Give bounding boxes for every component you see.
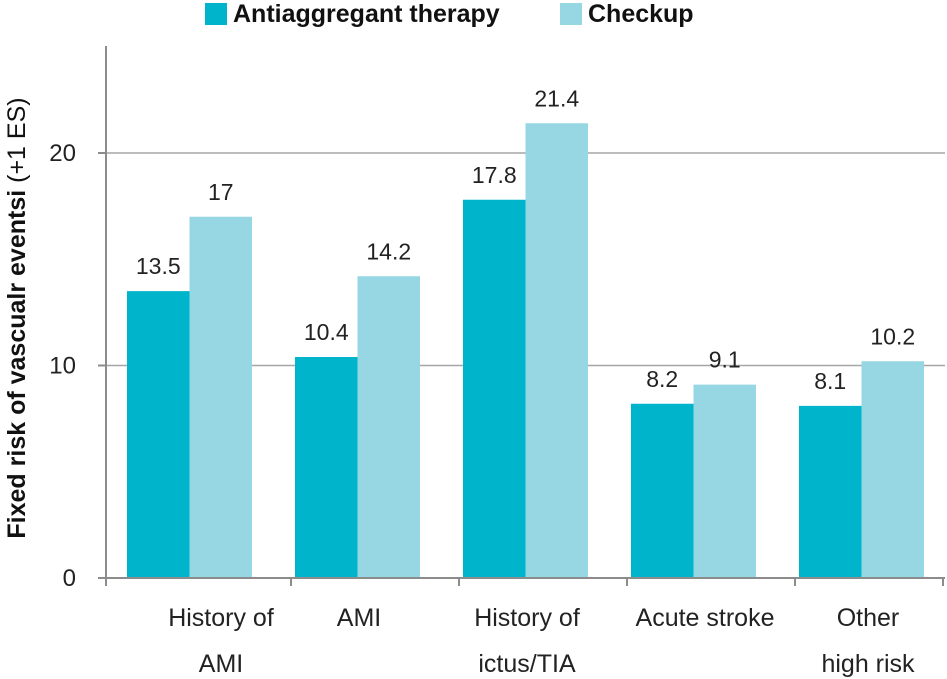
data-labels: 13.5 10.4 17.8 8.2 8.1 17 14.2 21.4 9.1 10.2 <box>136 85 915 394</box>
x-category-label-2-line-0: History of <box>474 604 580 632</box>
bar-series1-0 <box>189 216 252 578</box>
bar-series0-3 <box>631 403 694 578</box>
axes <box>98 46 945 586</box>
data-label-series1-2: 21.4 <box>534 85 579 111</box>
x-category-label-1: AMI <box>337 604 381 632</box>
legend-swatch-antiaggregant-therapy <box>205 3 227 25</box>
y-tick-labels: 0 10 20 <box>49 140 76 592</box>
x-category-label-0-line-1: AMI <box>199 650 243 678</box>
y-axis-title-main: Fixed risk of vascualr eventsi <box>3 190 31 539</box>
y-tick-label-0: 0 <box>63 565 76 592</box>
data-label-series0-4: 8.1 <box>814 368 846 394</box>
bars <box>127 123 924 578</box>
data-label-series0-1: 10.4 <box>304 319 349 345</box>
data-label-series0-0: 13.5 <box>136 253 181 279</box>
x-category-labels: History of AMI AMI History of ictus/TIA Acute… <box>168 604 915 678</box>
x-category-label-3: Acute stroke <box>636 604 775 632</box>
x-category-label-4-line-1: high risk <box>821 650 915 678</box>
legend-label-checkup: Checkup <box>588 0 694 28</box>
data-label-series1-4: 10.2 <box>870 323 915 349</box>
x-category-label-3-line-0: Acute stroke <box>636 604 775 632</box>
data-label-series0-3: 8.2 <box>646 366 678 392</box>
x-category-label-2-line-1: ictus/TIA <box>478 650 576 678</box>
data-label-series1-0: 17 <box>208 179 234 205</box>
data-label-series0-2: 17.8 <box>472 162 517 188</box>
data-label-series1-1: 14.2 <box>366 238 411 264</box>
bar-series0-4 <box>799 405 862 578</box>
x-category-label-4-line-0: Other <box>837 604 900 632</box>
x-category-label-0: History of AMI <box>168 604 274 678</box>
x-category-label-0-line-0: History of <box>168 604 274 632</box>
y-axis-title: Fixed risk of vascualr eventsi (+1 ES) <box>3 97 31 538</box>
bar-series0-0 <box>127 291 190 578</box>
bar-series0-1 <box>295 357 358 578</box>
y-tick-label-10: 10 <box>49 353 76 380</box>
bar-series1-3 <box>693 384 756 578</box>
data-label-series1-3: 9.1 <box>709 347 741 373</box>
legend-label-antiaggregant-therapy: Antiaggregant therapy <box>233 0 500 28</box>
x-category-label-2: History of ictus/TIA <box>474 604 580 678</box>
y-tick-label-20: 20 <box>49 140 76 167</box>
bar-series1-4 <box>861 361 924 578</box>
legend: Antiaggregant therapy Checkup <box>205 0 694 28</box>
x-category-label-1-line-0: AMI <box>337 604 381 632</box>
bar-series1-1 <box>357 276 420 578</box>
bar-series0-2 <box>463 199 526 578</box>
x-category-label-4: Other high risk <box>821 604 915 678</box>
y-axis-title-unit: (+1 ES) <box>3 97 31 189</box>
bar-series1-2 <box>525 123 588 578</box>
legend-swatch-checkup <box>560 3 582 25</box>
